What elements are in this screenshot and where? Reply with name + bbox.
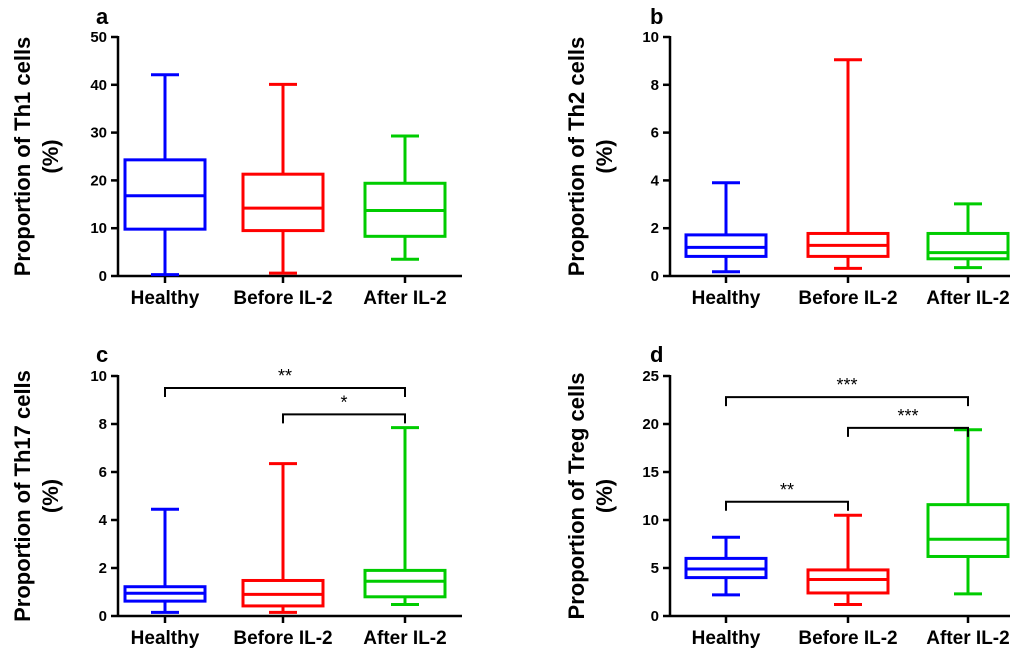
box-1 bbox=[241, 462, 325, 614]
y-tick-label: 5 bbox=[651, 560, 659, 577]
y-tick-label: 40 bbox=[90, 77, 107, 94]
box-2 bbox=[363, 134, 447, 261]
y-axis-title-unit: (%) bbox=[592, 479, 617, 513]
significance-bracket bbox=[847, 426, 969, 437]
y-axis-title-unit: (%) bbox=[38, 139, 63, 173]
significance-label: ** bbox=[278, 366, 292, 386]
x-category-label: After IL-2 bbox=[363, 628, 446, 649]
box-0 bbox=[684, 181, 768, 274]
significance-bracket bbox=[725, 396, 969, 407]
panel-letter: b bbox=[650, 4, 663, 29]
significance-label: *** bbox=[897, 406, 918, 426]
y-axis-title: Proportion of Treg cells bbox=[564, 373, 589, 620]
box-0 bbox=[123, 507, 207, 614]
y-tick-label: 30 bbox=[90, 125, 107, 142]
bracket-line bbox=[164, 387, 406, 397]
box-2 bbox=[926, 202, 1010, 270]
x-category-label: After IL-2 bbox=[926, 288, 1009, 309]
y-tick-label: 15 bbox=[642, 464, 659, 481]
y-axis-title: Proportion of Th2 cells bbox=[564, 37, 589, 277]
significance-label: * bbox=[340, 392, 347, 412]
bracket-line bbox=[847, 426, 969, 437]
iqr-box bbox=[241, 172, 325, 233]
iqr-box bbox=[926, 231, 1010, 261]
x-category-label: Healthy bbox=[692, 288, 761, 309]
y-tick-label: 20 bbox=[90, 172, 107, 189]
panel-a: a Proportion of Th1 cells (%) 0 10 20 30 40 50 He… bbox=[10, 4, 462, 309]
significance-bracket bbox=[282, 413, 406, 424]
box-1 bbox=[806, 58, 890, 270]
iqr-box bbox=[806, 568, 890, 595]
x-category-label: Before IL-2 bbox=[798, 628, 897, 649]
y-tick-label: 0 bbox=[651, 608, 659, 625]
panel-c: c Proportion of Th17 cells (%) 0 2 4 6 8 10 Healt… bbox=[10, 342, 462, 649]
panel-b: b Proportion of Th2 cells (%) 0 2 4 6 8 10 Health… bbox=[564, 4, 1010, 309]
x-category-label: Healthy bbox=[131, 288, 200, 309]
significance-bracket bbox=[725, 500, 849, 511]
y-tick-label: 0 bbox=[99, 608, 107, 625]
x-category-label: Healthy bbox=[692, 628, 761, 649]
y-tick-label: 6 bbox=[99, 464, 107, 481]
y-tick-label: 20 bbox=[642, 416, 659, 433]
y-axis-title: Proportion of Th1 cells bbox=[10, 37, 35, 277]
bracket-line bbox=[282, 413, 406, 424]
x-category-label: Before IL-2 bbox=[233, 628, 332, 649]
box-2 bbox=[926, 428, 1010, 596]
y-tick-label: 10 bbox=[90, 368, 107, 385]
y-tick-label: 10 bbox=[642, 29, 659, 46]
box-2 bbox=[363, 426, 447, 606]
y-axis-title: Proportion of Th17 cells bbox=[10, 370, 35, 622]
x-category-label: After IL-2 bbox=[926, 628, 1009, 649]
box-0 bbox=[684, 535, 768, 597]
bracket-line bbox=[725, 396, 969, 407]
y-tick-label: 8 bbox=[99, 416, 107, 433]
significance-label: ** bbox=[780, 480, 794, 500]
iqr-box bbox=[684, 233, 768, 258]
y-tick-label: 2 bbox=[651, 220, 659, 237]
significance-bracket bbox=[164, 387, 406, 397]
panel-letter: c bbox=[96, 342, 108, 367]
y-tick-label: 2 bbox=[99, 560, 107, 577]
y-axis-title-unit: (%) bbox=[592, 139, 617, 173]
significance-label: *** bbox=[836, 375, 857, 395]
y-tick-label: 4 bbox=[99, 512, 108, 529]
iqr-box bbox=[926, 503, 1010, 558]
y-tick-label: 25 bbox=[642, 368, 659, 385]
box-0 bbox=[123, 73, 207, 277]
y-tick-label: 0 bbox=[99, 268, 107, 285]
y-tick-label: 0 bbox=[651, 268, 659, 285]
iqr-box bbox=[363, 568, 447, 599]
panel-letter: a bbox=[96, 4, 109, 29]
y-axis-title-unit: (%) bbox=[38, 479, 63, 513]
x-category-label: Healthy bbox=[131, 628, 200, 649]
box-1 bbox=[806, 513, 890, 606]
x-category-label: Before IL-2 bbox=[798, 288, 897, 309]
y-tick-label: 8 bbox=[651, 77, 659, 94]
y-tick-label: 4 bbox=[651, 172, 660, 189]
panel-d: d Proportion of Treg cells (%) 0 5 10 15 20 25 He… bbox=[564, 342, 1010, 649]
y-tick-label: 6 bbox=[651, 125, 659, 142]
y-tick-label: 10 bbox=[642, 512, 659, 529]
y-tick-label: 50 bbox=[90, 29, 107, 46]
x-category-label: Before IL-2 bbox=[233, 288, 332, 309]
x-category-label: After IL-2 bbox=[363, 288, 446, 309]
bracket-line bbox=[725, 500, 849, 511]
box-1 bbox=[241, 82, 325, 275]
panel-letter: d bbox=[650, 342, 663, 367]
y-tick-label: 10 bbox=[90, 220, 107, 237]
